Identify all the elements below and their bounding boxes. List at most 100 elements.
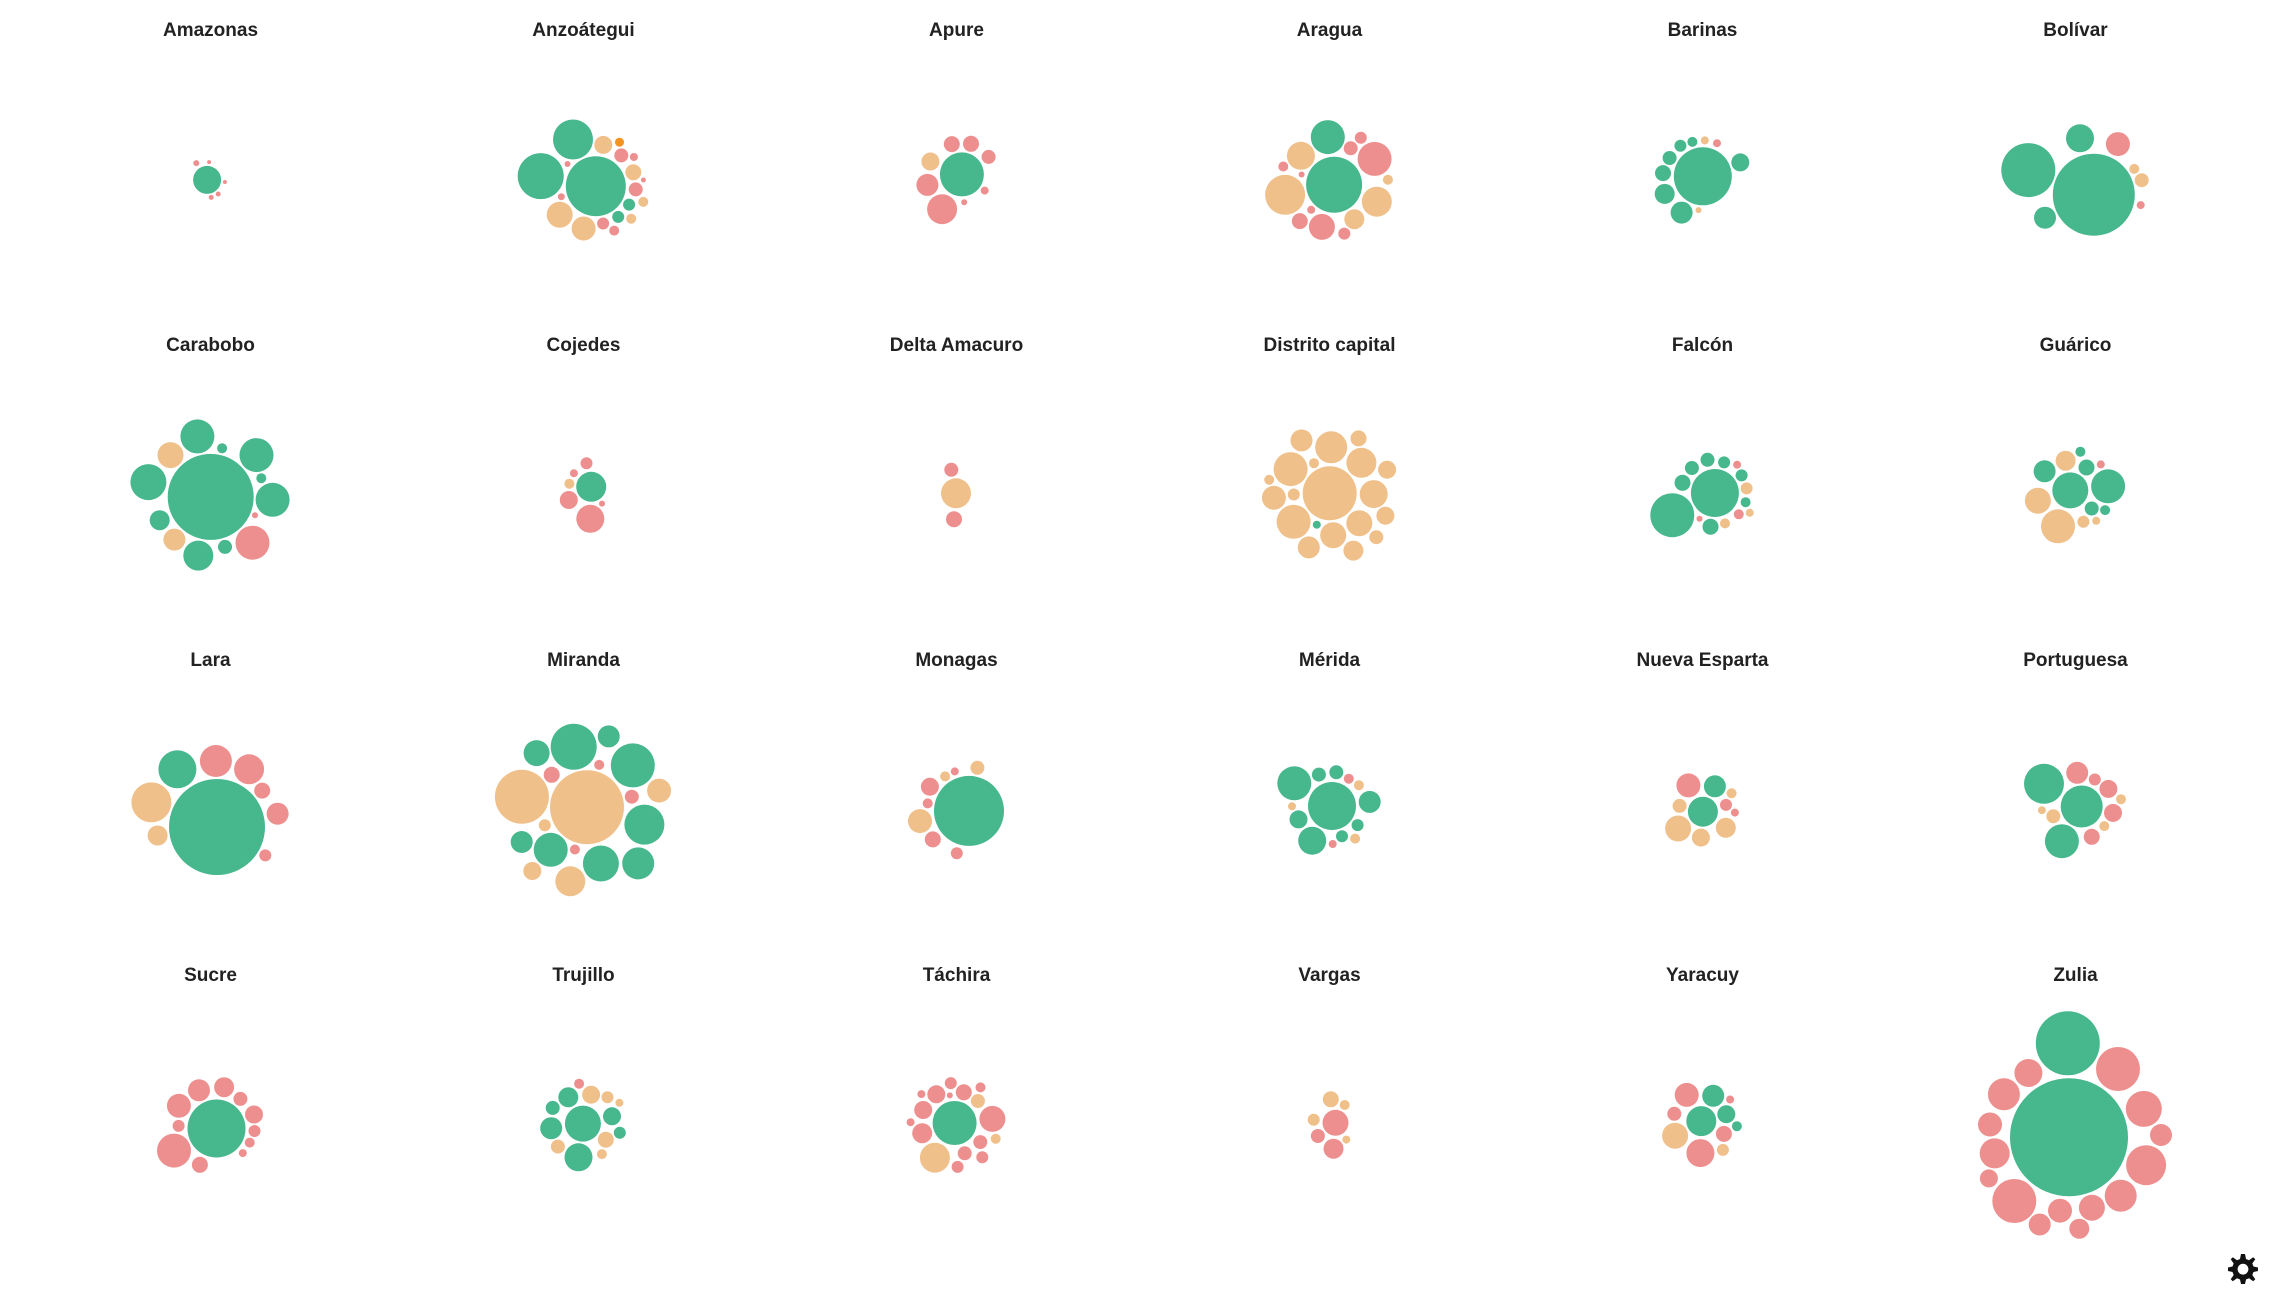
bubble-green[interactable]: [1650, 493, 1695, 538]
bubble-orange[interactable]: [1265, 174, 1306, 215]
bubble-pink[interactable]: [543, 766, 560, 783]
bubble-green[interactable]: [564, 1105, 601, 1142]
bubble-pink[interactable]: [946, 1092, 953, 1099]
bubble-orange[interactable]: [1261, 485, 1286, 510]
bubble-pink[interactable]: [1676, 773, 1701, 798]
bubble-orange[interactable]: [1359, 480, 1388, 509]
bubble-green[interactable]: [183, 540, 214, 571]
bubble-pink[interactable]: [233, 1091, 248, 1106]
bubble-orange[interactable]: [1369, 530, 1384, 545]
bubble-pink[interactable]: [1291, 213, 1308, 230]
bubble-pink[interactable]: [1357, 141, 1392, 176]
bubble-orange[interactable]: [2024, 487, 2051, 514]
settings-button[interactable]: [2222, 1250, 2262, 1290]
bubble-green[interactable]: [1298, 826, 1327, 855]
bubble-pink[interactable]: [191, 1156, 208, 1173]
bubble-pink[interactable]: [1979, 1138, 2010, 1169]
bubble-orange[interactable]: [1302, 466, 1357, 521]
bubble-pink[interactable]: [1715, 1125, 1732, 1142]
bubble-pink[interactable]: [597, 217, 610, 230]
bubble-pink[interactable]: [564, 161, 571, 167]
bubble-orange[interactable]: [147, 825, 168, 846]
bubble-orange[interactable]: [1315, 431, 1348, 464]
bubble-orange[interactable]: [1309, 458, 1319, 469]
bubble-green[interactable]: [2084, 501, 2099, 516]
bubble-green[interactable]: [540, 1117, 563, 1140]
bubble-pink[interactable]: [248, 1125, 261, 1137]
bubble-green[interactable]: [1731, 153, 1750, 172]
bubble-orange[interactable]: [1273, 452, 1308, 487]
bubble-green[interactable]: [149, 510, 170, 531]
bubble-pink[interactable]: [629, 153, 638, 161]
bubble-pink[interactable]: [1278, 161, 1289, 172]
bubble-pink[interactable]: [1354, 131, 1367, 144]
bubble-orange[interactable]: [1726, 788, 1737, 799]
bubble-orange[interactable]: [1378, 460, 1397, 479]
bubble-pink[interactable]: [1674, 1082, 1699, 1107]
bubble-pink[interactable]: [1307, 205, 1316, 214]
bubble-pink[interactable]: [1298, 171, 1305, 178]
bubble-orange[interactable]: [1715, 817, 1736, 838]
bubble-orange[interactable]: [1720, 518, 1730, 529]
bubble-orange[interactable]: [546, 201, 573, 228]
bubble-orange[interactable]: [2041, 509, 2075, 544]
bubble-green[interactable]: [1735, 469, 1748, 482]
bubble-pink[interactable]: [1733, 460, 1742, 469]
bubble-orange[interactable]: [1353, 780, 1364, 791]
bubble-pink[interactable]: [912, 1123, 933, 1144]
bubble-green[interactable]: [2044, 824, 2079, 859]
bubble-orange[interactable]: [597, 1131, 614, 1148]
bubble-pink[interactable]: [252, 512, 258, 519]
bubble-pink[interactable]: [207, 160, 212, 165]
bubble-green[interactable]: [564, 1143, 593, 1172]
bubble-orange[interactable]: [1346, 510, 1373, 537]
bubble-pink[interactable]: [924, 831, 941, 848]
bubble-pink[interactable]: [1987, 1078, 2020, 1111]
bubble-green[interactable]: [1306, 156, 1363, 213]
bubble-orange[interactable]: [1665, 815, 1692, 842]
bubble-pink[interactable]: [957, 1146, 972, 1161]
bubble-pink[interactable]: [1338, 227, 1351, 240]
bubble-green[interactable]: [1687, 136, 1698, 147]
bubble-pink[interactable]: [266, 802, 289, 825]
bubble-orange[interactable]: [550, 1139, 565, 1154]
bubble-pink[interactable]: [559, 491, 578, 509]
bubble-orange[interactable]: [1350, 430, 1367, 447]
bubble-green[interactable]: [939, 152, 984, 197]
bubble-green[interactable]: [597, 725, 620, 748]
bubble-orange[interactable]: [571, 216, 596, 241]
bubble-green[interactable]: [553, 119, 593, 160]
bubble-pink[interactable]: [973, 1135, 988, 1150]
bubble-orange[interactable]: [555, 866, 586, 897]
bubble-orange[interactable]: [2092, 516, 2101, 525]
bubble-green[interactable]: [1289, 810, 1308, 829]
bubble-green[interactable]: [239, 438, 274, 473]
bubble-green[interactable]: [612, 210, 625, 223]
bubble-green[interactable]: [1717, 1105, 1736, 1124]
bubble-pink[interactable]: [594, 759, 605, 770]
bubble-green[interactable]: [613, 1126, 626, 1139]
bubble-orange[interactable]: [941, 478, 971, 509]
bubble-pink[interactable]: [2099, 779, 2118, 798]
bubble-green[interactable]: [217, 443, 228, 454]
bubble-orange[interactable]: [1342, 1135, 1351, 1144]
bubble-pink[interactable]: [2104, 803, 2122, 822]
bubble-green[interactable]: [1336, 830, 1348, 843]
bubble-orange[interactable]: [638, 196, 649, 207]
bubble-pink[interactable]: [980, 186, 989, 195]
bubble-orange[interactable]: [2116, 794, 2126, 805]
bubble-pink[interactable]: [944, 462, 959, 477]
bubble-pink[interactable]: [916, 173, 939, 196]
bubble-pink[interactable]: [1696, 515, 1703, 522]
bubble-green[interactable]: [510, 831, 533, 853]
bubble-highlight[interactable]: [615, 137, 624, 147]
bubble-green[interactable]: [2100, 505, 2111, 516]
bubble-pink[interactable]: [215, 191, 221, 197]
bubble-orange[interactable]: [1662, 1122, 1689, 1149]
bubble-pink[interactable]: [1310, 1129, 1325, 1143]
bubble-green[interactable]: [1662, 151, 1677, 165]
bubble-green[interactable]: [2033, 460, 2056, 483]
bubble-green[interactable]: [1674, 139, 1687, 152]
bubble-orange[interactable]: [1264, 474, 1275, 485]
bubble-green[interactable]: [550, 723, 597, 770]
